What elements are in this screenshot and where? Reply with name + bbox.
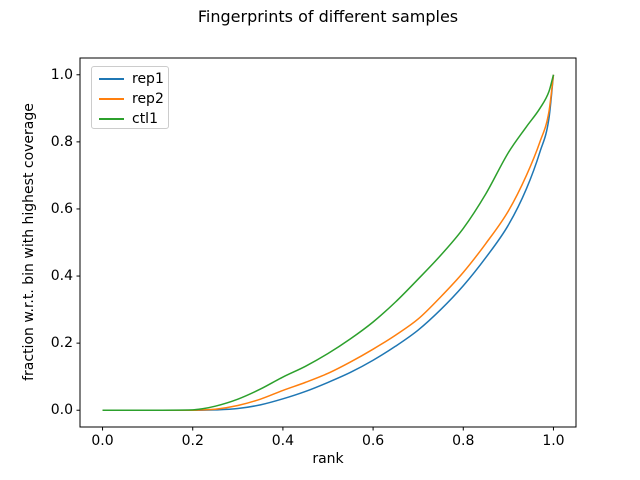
y-tick-label: 1.0 <box>50 66 73 83</box>
y-tick-label: 0.0 <box>50 402 73 419</box>
y-tick-label: 0.6 <box>50 200 73 217</box>
x-tick-label: 0.2 <box>181 433 204 449</box>
axes-frame <box>79 57 577 428</box>
legend-swatch-ctl1 <box>99 118 124 120</box>
x-tick-label: 0.4 <box>271 433 295 449</box>
x-tick-label: 0.0 <box>91 433 114 449</box>
legend-swatch-rep1 <box>99 78 124 80</box>
x-tick-label: 0.6 <box>361 433 385 449</box>
legend-label: ctl1 <box>132 111 158 127</box>
legend-item-rep2: rep2 <box>99 89 164 109</box>
legend-swatch-rep2 <box>99 98 124 100</box>
y-tick-label: 0.8 <box>50 133 73 150</box>
x-tick-label: 1.0 <box>542 433 565 449</box>
legend-label: rep2 <box>132 91 164 107</box>
series-line-rep2 <box>102 74 555 411</box>
legend: rep1 rep2 ctl1 <box>91 66 169 129</box>
legend-item-ctl1: ctl1 <box>99 109 161 129</box>
legend-item-rep1: rep1 <box>99 69 164 89</box>
y-tick-label: 0.2 <box>50 335 73 352</box>
legend-label: rep1 <box>132 71 164 87</box>
x-tick-label: 0.8 <box>452 433 475 449</box>
series-line-rep1 <box>102 74 555 411</box>
y-tick-label: 0.4 <box>50 268 73 285</box>
chart-title: Fingerprints of different samples <box>197 7 459 26</box>
series-line-ctl1 <box>102 74 555 411</box>
x-axis-label: rank <box>312 451 344 467</box>
